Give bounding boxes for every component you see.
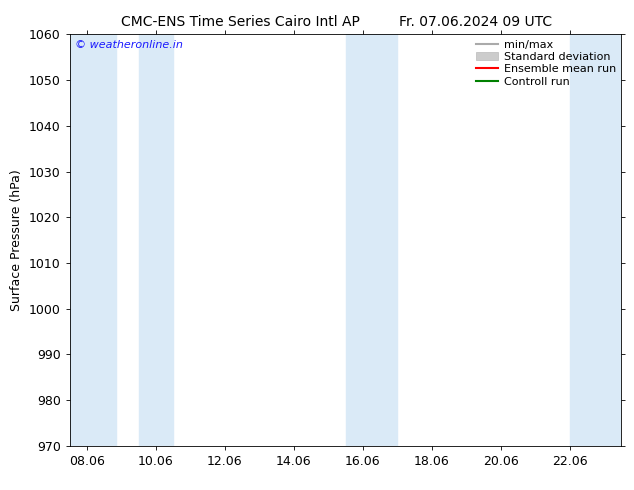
Text: Fr. 07.06.2024 09 UTC: Fr. 07.06.2024 09 UTC <box>399 15 552 29</box>
Legend: min/max, Standard deviation, Ensemble mean run, Controll run: min/max, Standard deviation, Ensemble me… <box>476 40 616 87</box>
Bar <box>70 34 115 446</box>
Text: © weatheronline.in: © weatheronline.in <box>75 41 183 50</box>
Y-axis label: Surface Pressure (hPa): Surface Pressure (hPa) <box>10 169 23 311</box>
Bar <box>346 34 398 446</box>
Bar <box>139 34 173 446</box>
Text: CMC-ENS Time Series Cairo Intl AP: CMC-ENS Time Series Cairo Intl AP <box>122 15 360 29</box>
Bar <box>569 34 621 446</box>
